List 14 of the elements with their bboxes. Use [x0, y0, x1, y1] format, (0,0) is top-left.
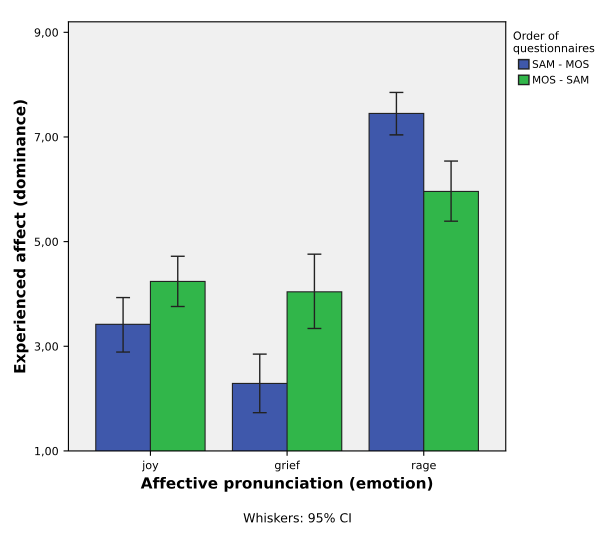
- y-tick-label: 7,00: [34, 132, 58, 142]
- y-tick-label: 5,00: [34, 238, 58, 248]
- legend-label: SAM - MOS: [532, 60, 589, 68]
- legend-label: MOS - SAM: [533, 76, 588, 84]
- x-tick-label: rage: [412, 462, 436, 472]
- x-tick-label: joy: [142, 460, 158, 472]
- y-axis-title: Experienced affect (dominance): [14, 100, 28, 372]
- y-tick-label: 1,00: [35, 446, 58, 456]
- x-axis-title: Affective pronunciation (emotion): [140, 476, 432, 492]
- legend-title: Order of questionnaires: [514, 31, 594, 54]
- y-tick-label: 3,00: [34, 342, 58, 352]
- text: Whiskers: 95% CI: [244, 512, 351, 523]
- x-tick-label: grief: [274, 460, 300, 472]
- y-tick-label: 9,00: [34, 28, 58, 38]
